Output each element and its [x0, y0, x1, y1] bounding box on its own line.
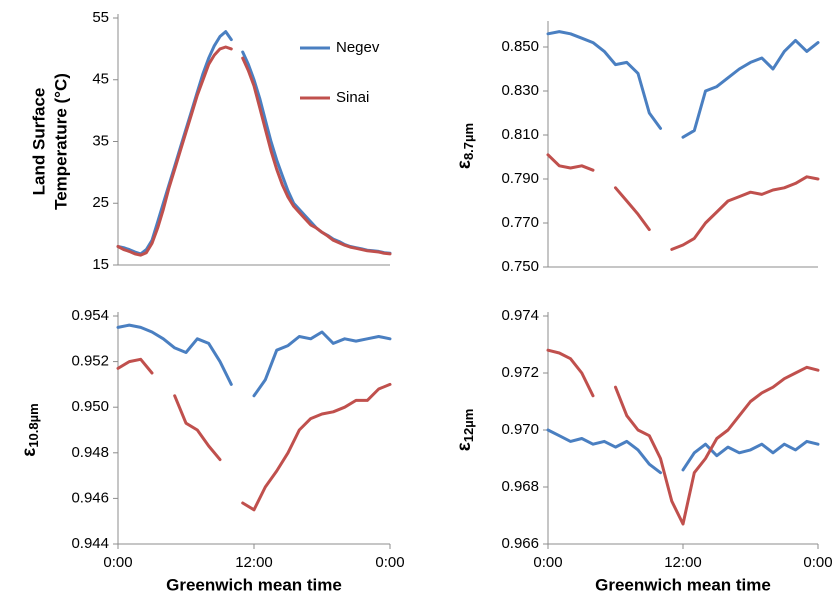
- series-line: [681, 38, 820, 139]
- y-tick-label: 0.952: [71, 353, 109, 370]
- series-line: [681, 439, 820, 472]
- legend-label: Sinai: [336, 89, 369, 106]
- x-tick-label: 12:00: [664, 554, 702, 571]
- series-line: [546, 153, 595, 172]
- x-tick-label: 0:00: [103, 554, 132, 571]
- y-axis-title: ε10.8µm: [19, 403, 41, 456]
- y-axis-subscript: 12µm: [461, 409, 476, 443]
- series-line: [116, 30, 233, 256]
- x-axis-title: Greenwich mean time: [595, 575, 771, 594]
- series-line: [546, 348, 595, 398]
- y-tick-label: 0.966: [501, 535, 539, 552]
- series-line: [241, 50, 392, 255]
- y-tick-label: 0.750: [501, 258, 539, 275]
- y-tick-label: 0.970: [501, 421, 539, 438]
- x-tick-label: 0:00: [375, 554, 404, 571]
- series-line: [173, 394, 222, 462]
- legend-label: Negev: [336, 39, 380, 56]
- series-line: [670, 175, 820, 251]
- y-axis-subscript: 10.8µm: [26, 403, 41, 447]
- y-axis-symbol: ε: [19, 448, 40, 457]
- series-line: [546, 30, 662, 130]
- x-tick-label: 0:00: [803, 554, 832, 571]
- x-tick-label: 12:00: [235, 554, 273, 571]
- y-axis-title: ε12µm: [454, 409, 476, 452]
- series-line: [116, 357, 154, 375]
- y-tick-label: 45: [92, 71, 109, 88]
- y-tick-label: 0.810: [501, 126, 539, 143]
- series-line: [241, 382, 392, 512]
- y-tick-label: 0.968: [501, 478, 539, 495]
- y-axis-title: Temperature (°C): [51, 73, 70, 210]
- y-tick-label: 0.948: [71, 444, 109, 461]
- y-tick-label: 0.830: [501, 82, 539, 99]
- y-tick-label: 0.790: [501, 170, 539, 187]
- y-tick-label: 0.954: [71, 307, 109, 324]
- y-axis-symbol: ε: [454, 160, 475, 169]
- series-line: [614, 365, 820, 526]
- series-line: [546, 428, 662, 475]
- series-line: [116, 45, 233, 257]
- y-tick-label: 0.850: [501, 38, 539, 55]
- y-tick-label: 0.944: [71, 535, 109, 552]
- series-line: [241, 56, 392, 256]
- y-tick-label: 25: [92, 194, 109, 211]
- series-line: [252, 330, 392, 398]
- y-axis-title: ε8.7µm: [454, 123, 476, 169]
- y-tick-label: 35: [92, 132, 109, 149]
- series-line: [614, 186, 651, 232]
- y-tick-label: 0.950: [71, 398, 109, 415]
- y-axis-subscript: 8.7µm: [461, 123, 476, 160]
- y-tick-label: 15: [92, 256, 109, 273]
- y-tick-label: 55: [92, 9, 109, 26]
- x-tick-label: 0:00: [533, 554, 562, 571]
- series-line: [116, 323, 233, 386]
- y-tick-label: 0.974: [501, 307, 539, 324]
- y-axis-title: Land Surface: [29, 88, 48, 196]
- x-axis-title: Greenwich mean time: [166, 575, 342, 594]
- y-axis-symbol: ε: [454, 442, 475, 451]
- y-tick-label: 0.770: [501, 214, 539, 231]
- y-tick-label: 0.972: [501, 364, 539, 381]
- y-tick-label: 0.946: [71, 489, 109, 506]
